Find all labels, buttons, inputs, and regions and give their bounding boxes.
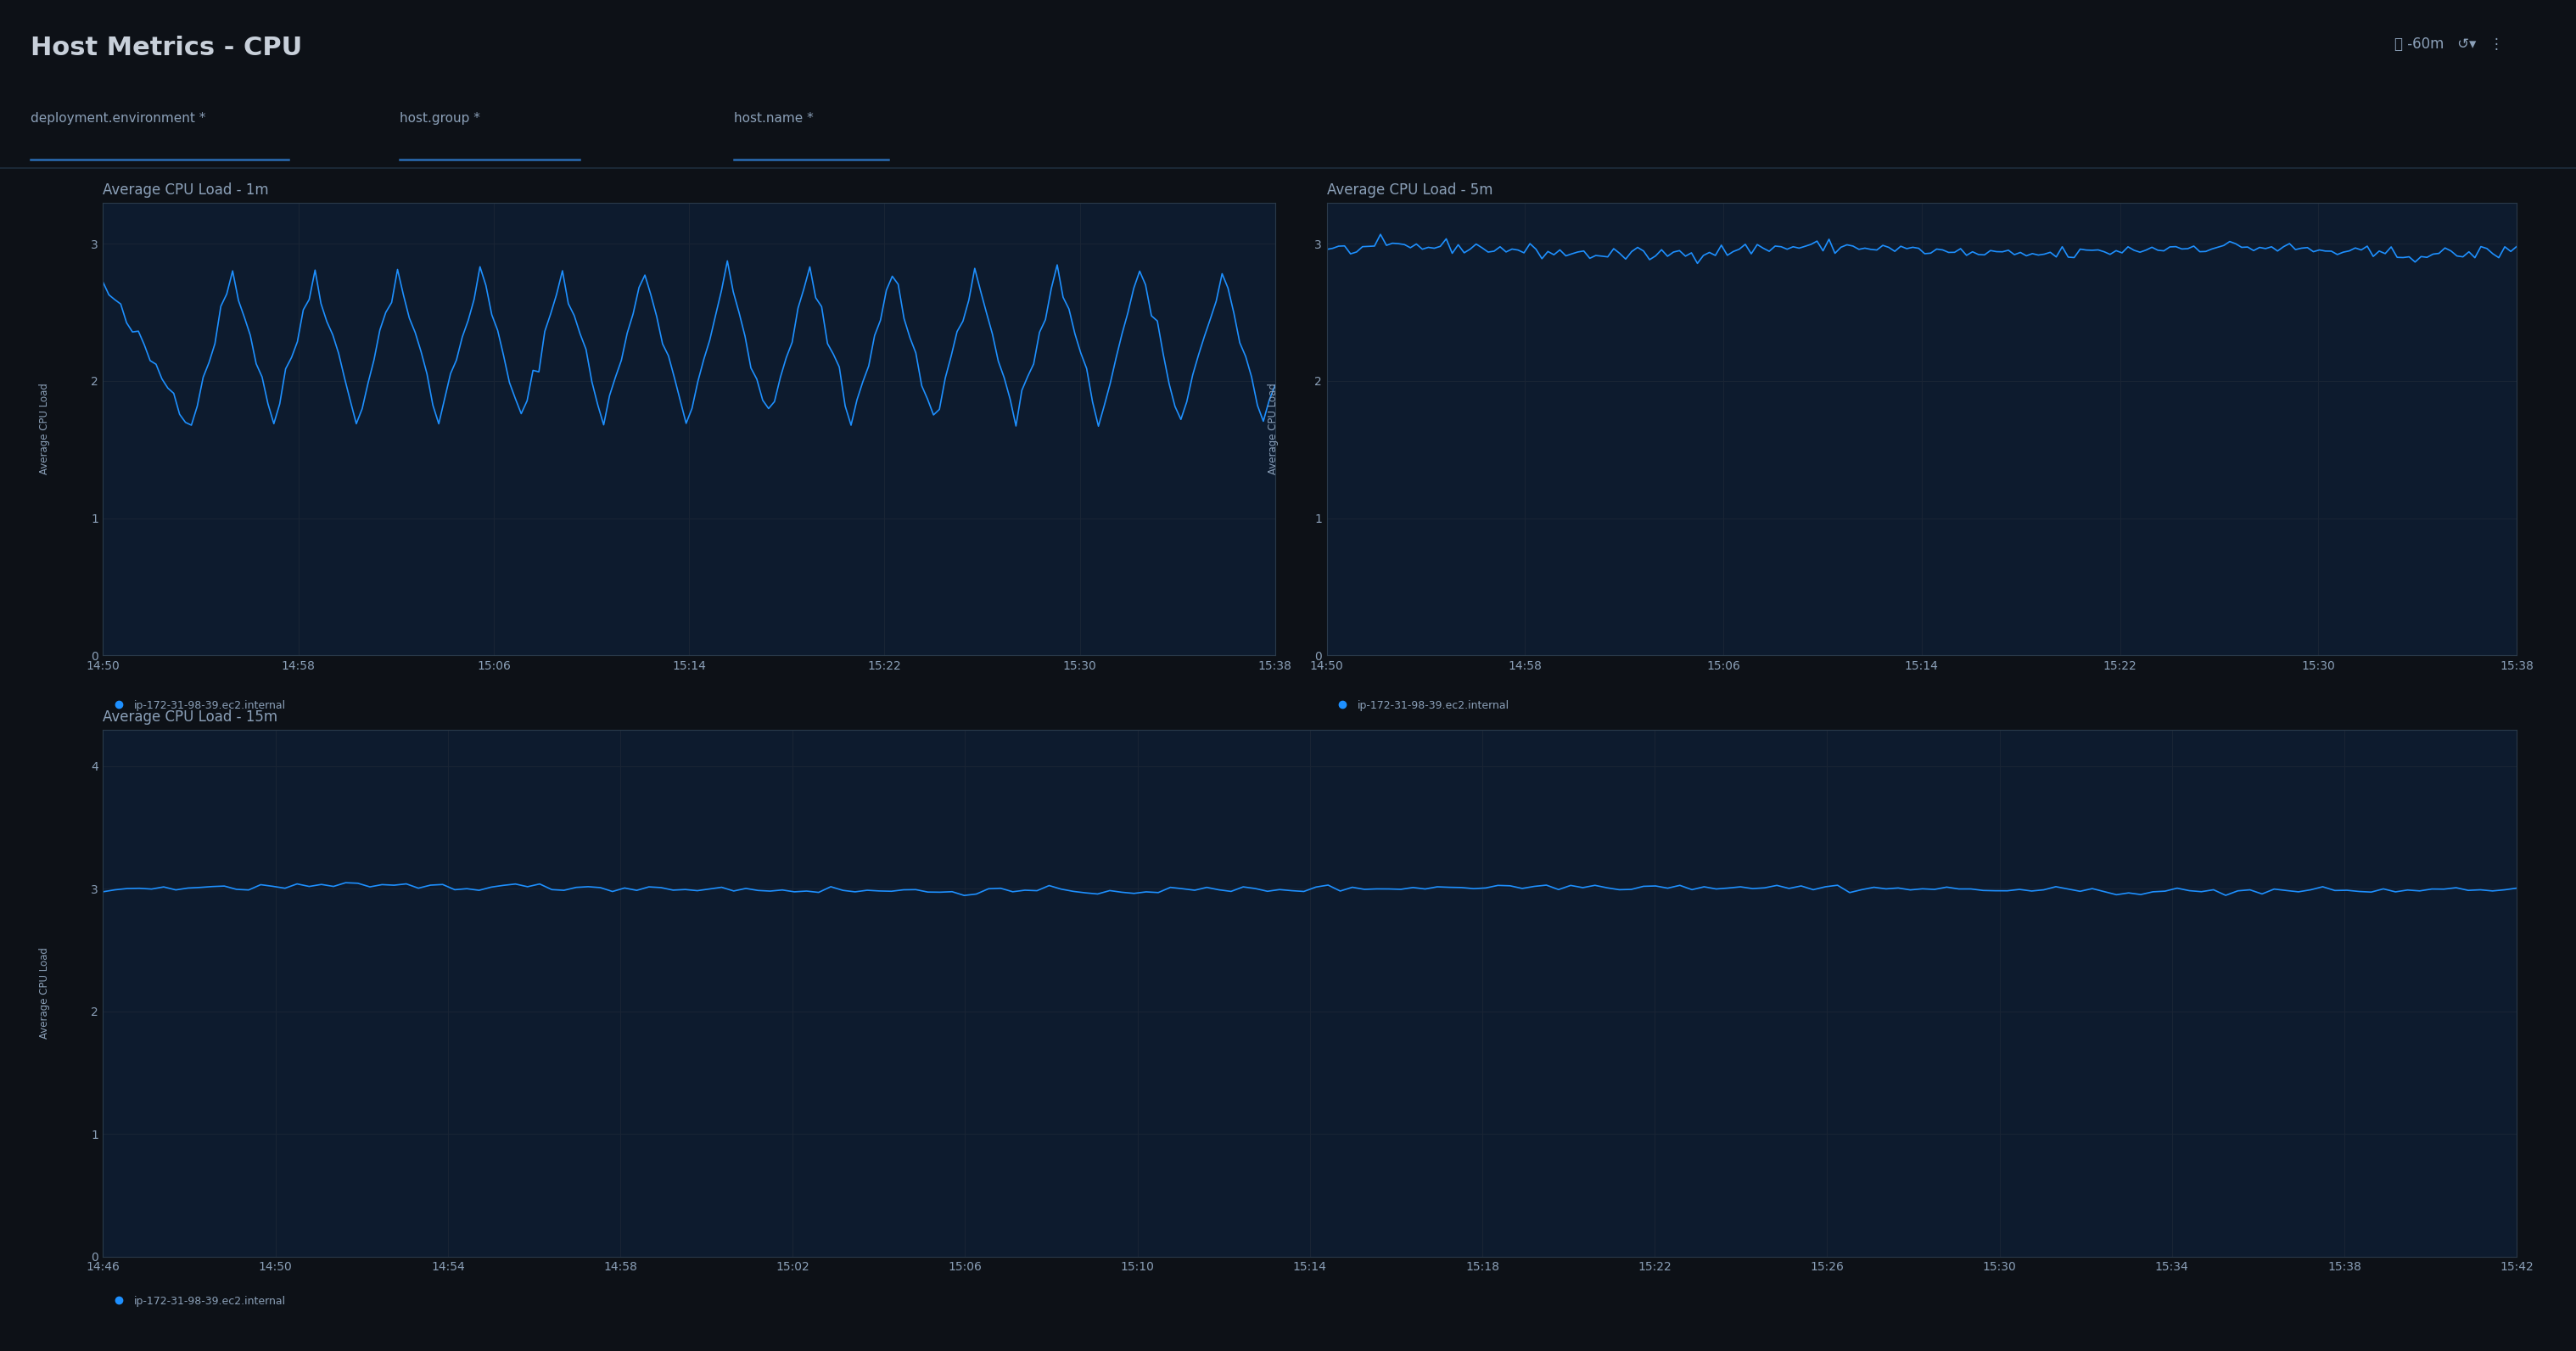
Text: Average CPU Load - 1m: Average CPU Load - 1m (103, 182, 268, 197)
Legend: ip-172-31-98-39.ec2.internal: ip-172-31-98-39.ec2.internal (1332, 700, 1510, 711)
Y-axis label: Average CPU Load: Average CPU Load (39, 947, 49, 1039)
Text: Host Metrics - CPU: Host Metrics - CPU (31, 36, 301, 61)
Legend: ip-172-31-98-39.ec2.internal: ip-172-31-98-39.ec2.internal (108, 1296, 286, 1306)
Text: Average CPU Load - 15m: Average CPU Load - 15m (103, 709, 278, 724)
Text: deployment.environment *: deployment.environment * (31, 112, 206, 126)
Text: Average CPU Load - 5m: Average CPU Load - 5m (1327, 182, 1492, 197)
Y-axis label: Average CPU Load: Average CPU Load (39, 384, 52, 474)
Text: ⦿ -60m   ↺▾   ⋮: ⦿ -60m ↺▾ ⋮ (2396, 36, 2504, 51)
Legend: ip-172-31-98-39.ec2.internal: ip-172-31-98-39.ec2.internal (108, 700, 286, 711)
Y-axis label: Average CPU Load: Average CPU Load (1267, 384, 1280, 474)
Text: host.name *: host.name * (734, 112, 814, 126)
Text: host.group *: host.group * (399, 112, 479, 126)
